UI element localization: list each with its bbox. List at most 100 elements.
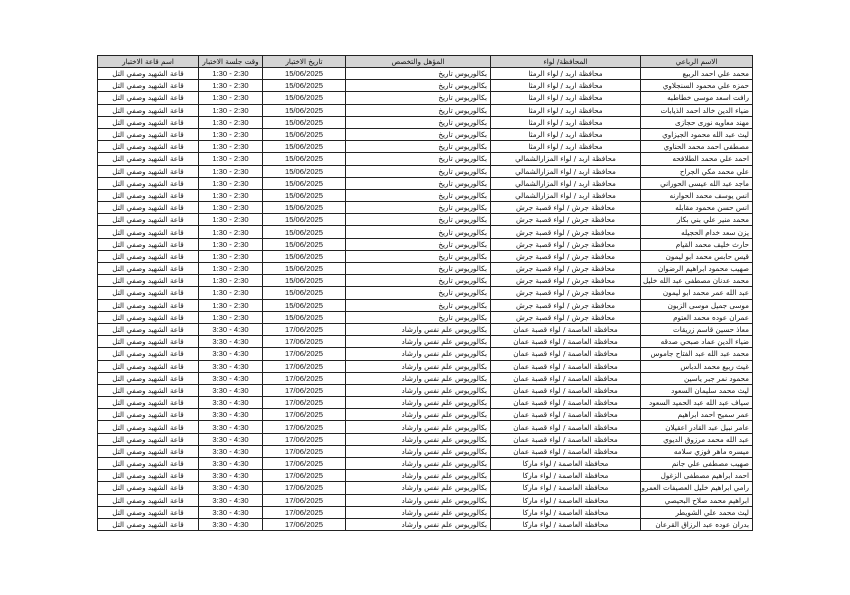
cell-governorate: محافظة العاصمة / لواء قصبة عمان: [490, 408, 641, 422]
cell-time: 3:30 - 4:30: [198, 517, 263, 532]
cell-date: 15/06/2025: [262, 286, 346, 300]
cell-hall: قاعة الشهيد وصفي التل: [97, 91, 199, 105]
cell-time: 3:30 - 4:30: [198, 420, 263, 434]
cell-time: 1:30 - 2:30: [198, 152, 263, 166]
exam-schedule-table: الاسم الرباعي المحافظة/ لواء المؤهل والت…: [97, 55, 753, 532]
cell-hall: قاعة الشهيد وصفي التل: [97, 310, 199, 324]
cell-governorate: محافظة العاصمة / لواء قصبة عمان: [490, 444, 641, 459]
cell-hall: قاعة الشهيد وصفي التل: [97, 152, 199, 166]
cell-date: 17/06/2025: [262, 359, 346, 373]
cell-time: 3:30 - 4:30: [198, 359, 263, 373]
cell-date: 17/06/2025: [262, 420, 346, 434]
cell-date: 15/06/2025: [262, 274, 346, 288]
table-row: عمران عوده محمد العتوم محافظة جرش / لواء …: [97, 310, 753, 324]
cell-governorate: محافظة اربد / لواء الرمثا: [490, 103, 641, 117]
cell-governorate: محافظة العاصمة / لواء قصبة عمان: [490, 359, 641, 373]
cell-hall: قاعة الشهيد وصفي التل: [97, 456, 199, 471]
cell-governorate: محافظة اربد / لواء الرمثا: [490, 91, 641, 105]
cell-date: 15/06/2025: [262, 176, 346, 190]
cell-qualification: بكالوريوس علم نفس وارشاد: [345, 469, 491, 483]
cell-date: 17/06/2025: [262, 335, 346, 349]
cell-governorate: محافظة العاصمة / لواء قصبة عمان: [490, 420, 641, 434]
cell-time: 3:30 - 4:30: [198, 383, 263, 398]
cell-hall: قاعة الشهيد وصفي التل: [97, 66, 199, 81]
cell-time: 3:30 - 4:30: [198, 469, 263, 483]
cell-qualification: بكالوريوس تاريخ: [345, 66, 491, 81]
cell-governorate: محافظة العاصمة / لواء قصبة عمان: [490, 335, 641, 349]
cell-time: 3:30 - 4:30: [198, 481, 263, 495]
cell-qualification: بكالوريوس تاريخ: [345, 79, 491, 93]
cell-qualification: بكالوريوس علم نفس وارشاد: [345, 383, 491, 398]
cell-governorate: محافظة جرش / لواء قصبة جرش: [490, 286, 641, 300]
table-row: سياف عبد الله عبد الحميد السعود محافظة ال…: [97, 396, 753, 410]
cell-qualification: بكالوريوس تاريخ: [345, 274, 491, 288]
cell-name: سياف عبد الله عبد الحميد السعود: [640, 396, 753, 410]
cell-date: 17/06/2025: [262, 383, 346, 398]
table-row: يزن سعد خدام الحجيله محافظة جرش / لواء قص…: [97, 225, 753, 239]
cell-date: 17/06/2025: [262, 505, 346, 519]
cell-date: 15/06/2025: [262, 66, 346, 81]
table-row: عمر سميح احمد ابراهيم محافظة العاصمة / لو…: [97, 408, 753, 422]
table-row: محمود نمر جبر ياسين محافظة العاصمة / لواء…: [97, 371, 753, 385]
cell-governorate: محافظة اربد / لواء المزارالشمالي: [490, 188, 641, 203]
cell-governorate: محافظة اربد / لواء الرمثا: [490, 115, 641, 129]
cell-date: 15/06/2025: [262, 79, 346, 93]
table-row: ليث عبد الله محمود الجيزاوي محافظة اربد /…: [97, 127, 753, 142]
cell-date: 15/06/2025: [262, 115, 346, 129]
cell-time: 3:30 - 4:30: [198, 456, 263, 471]
cell-time: 3:30 - 4:30: [198, 505, 263, 519]
cell-date: 15/06/2025: [262, 152, 346, 166]
cell-hall: قاعة الشهيد وصفي التل: [97, 225, 199, 239]
cell-hall: قاعة الشهيد وصفي التل: [97, 432, 199, 446]
cell-time: 3:30 - 4:30: [198, 322, 263, 337]
cell-date: 15/06/2025: [262, 261, 346, 276]
cell-hall: قاعة الشهيد وصفي التل: [97, 164, 199, 178]
cell-qualification: بكالوريوس تاريخ: [345, 249, 491, 264]
cell-governorate: محافظة جرش / لواء قصبة جرش: [490, 237, 641, 251]
cell-name: ميسره ماهر فوزي سلامه: [640, 444, 753, 459]
cell-governorate: محافظة جرش / لواء قصبة جرش: [490, 201, 641, 215]
cell-date: 15/06/2025: [262, 310, 346, 324]
cell-time: 1:30 - 2:30: [198, 237, 263, 251]
cell-hall: قاعة الشهيد وصفي التل: [97, 322, 199, 337]
cell-hall: قاعة الشهيد وصفي التل: [97, 408, 199, 422]
cell-name: محمد عدنان مصطفى عبد الله خليل: [640, 274, 753, 288]
cell-name: احمد ابراهيم مصطفى الزغول: [640, 469, 753, 483]
table-row: ليث محمد سليمان السعود محافظة العاصمة / ل…: [97, 383, 753, 398]
table-row: عبد الله محمد مرزوق الديوي محافظة العاصمة…: [97, 432, 753, 446]
cell-name: علي محمد مكي الجراح: [640, 164, 753, 178]
cell-name: محمد عبد الله عبد الفتاح جاموس: [640, 347, 753, 361]
cell-date: 17/06/2025: [262, 347, 346, 361]
cell-hall: قاعة الشهيد وصفي التل: [97, 176, 199, 190]
cell-hall: قاعة الشهيد وصفي التل: [97, 249, 199, 264]
cell-governorate: محافظة العاصمة / لواء ماركا: [490, 517, 641, 532]
cell-hall: قاعة الشهيد وصفي التل: [97, 79, 199, 93]
table-row: موسى جميل موسى الزبون محافظة جرش / لواء ق…: [97, 298, 753, 312]
cell-qualification: بكالوريوس علم نفس وارشاد: [345, 359, 491, 373]
cell-governorate: محافظة العاصمة / لواء قصبة عمان: [490, 396, 641, 410]
cell-qualification: بكالوريوس تاريخ: [345, 176, 491, 190]
cell-name: موسى جميل موسى الزبون: [640, 298, 753, 312]
cell-name: يزن سعد خدام الحجيله: [640, 225, 753, 239]
cell-governorate: محافظة العاصمة / لواء ماركا: [490, 493, 641, 507]
cell-qualification: بكالوريوس تاريخ: [345, 91, 491, 105]
cell-name: ضياء الدين خالد احمد الذيابات: [640, 103, 753, 117]
cell-governorate: محافظة العاصمة / لواء ماركا: [490, 469, 641, 483]
cell-qualification: بكالوريوس علم نفس وارشاد: [345, 444, 491, 459]
cell-qualification: بكالوريوس تاريخ: [345, 261, 491, 276]
cell-date: 17/06/2025: [262, 371, 346, 385]
cell-date: 15/06/2025: [262, 249, 346, 264]
cell-time: 3:30 - 4:30: [198, 408, 263, 422]
cell-governorate: محافظة اربد / لواء المزارالشمالي: [490, 152, 641, 166]
cell-hall: قاعة الشهيد وصفي التل: [97, 517, 199, 532]
cell-name: مصطفى احمد محمد الحناوي: [640, 140, 753, 154]
cell-date: 15/06/2025: [262, 127, 346, 142]
table-row: ميسره ماهر فوزي سلامه محافظة العاصمة / لو…: [97, 444, 753, 459]
cell-hall: قاعة الشهيد وصفي التل: [97, 505, 199, 519]
cell-name: ليث محمد سليمان السعود: [640, 383, 753, 398]
cell-qualification: بكالوريوس علم نفس وارشاد: [345, 505, 491, 519]
table-row: ضياء الدين عماد صبحي صدقه محافظة العاصمة …: [97, 335, 753, 349]
table-row: قيس حابس محمد ابو ليمون محافظة جرش / لواء…: [97, 249, 753, 264]
cell-date: 15/06/2025: [262, 91, 346, 105]
cell-name: عامر نبيل عبد القادر اعقيلان: [640, 420, 753, 434]
